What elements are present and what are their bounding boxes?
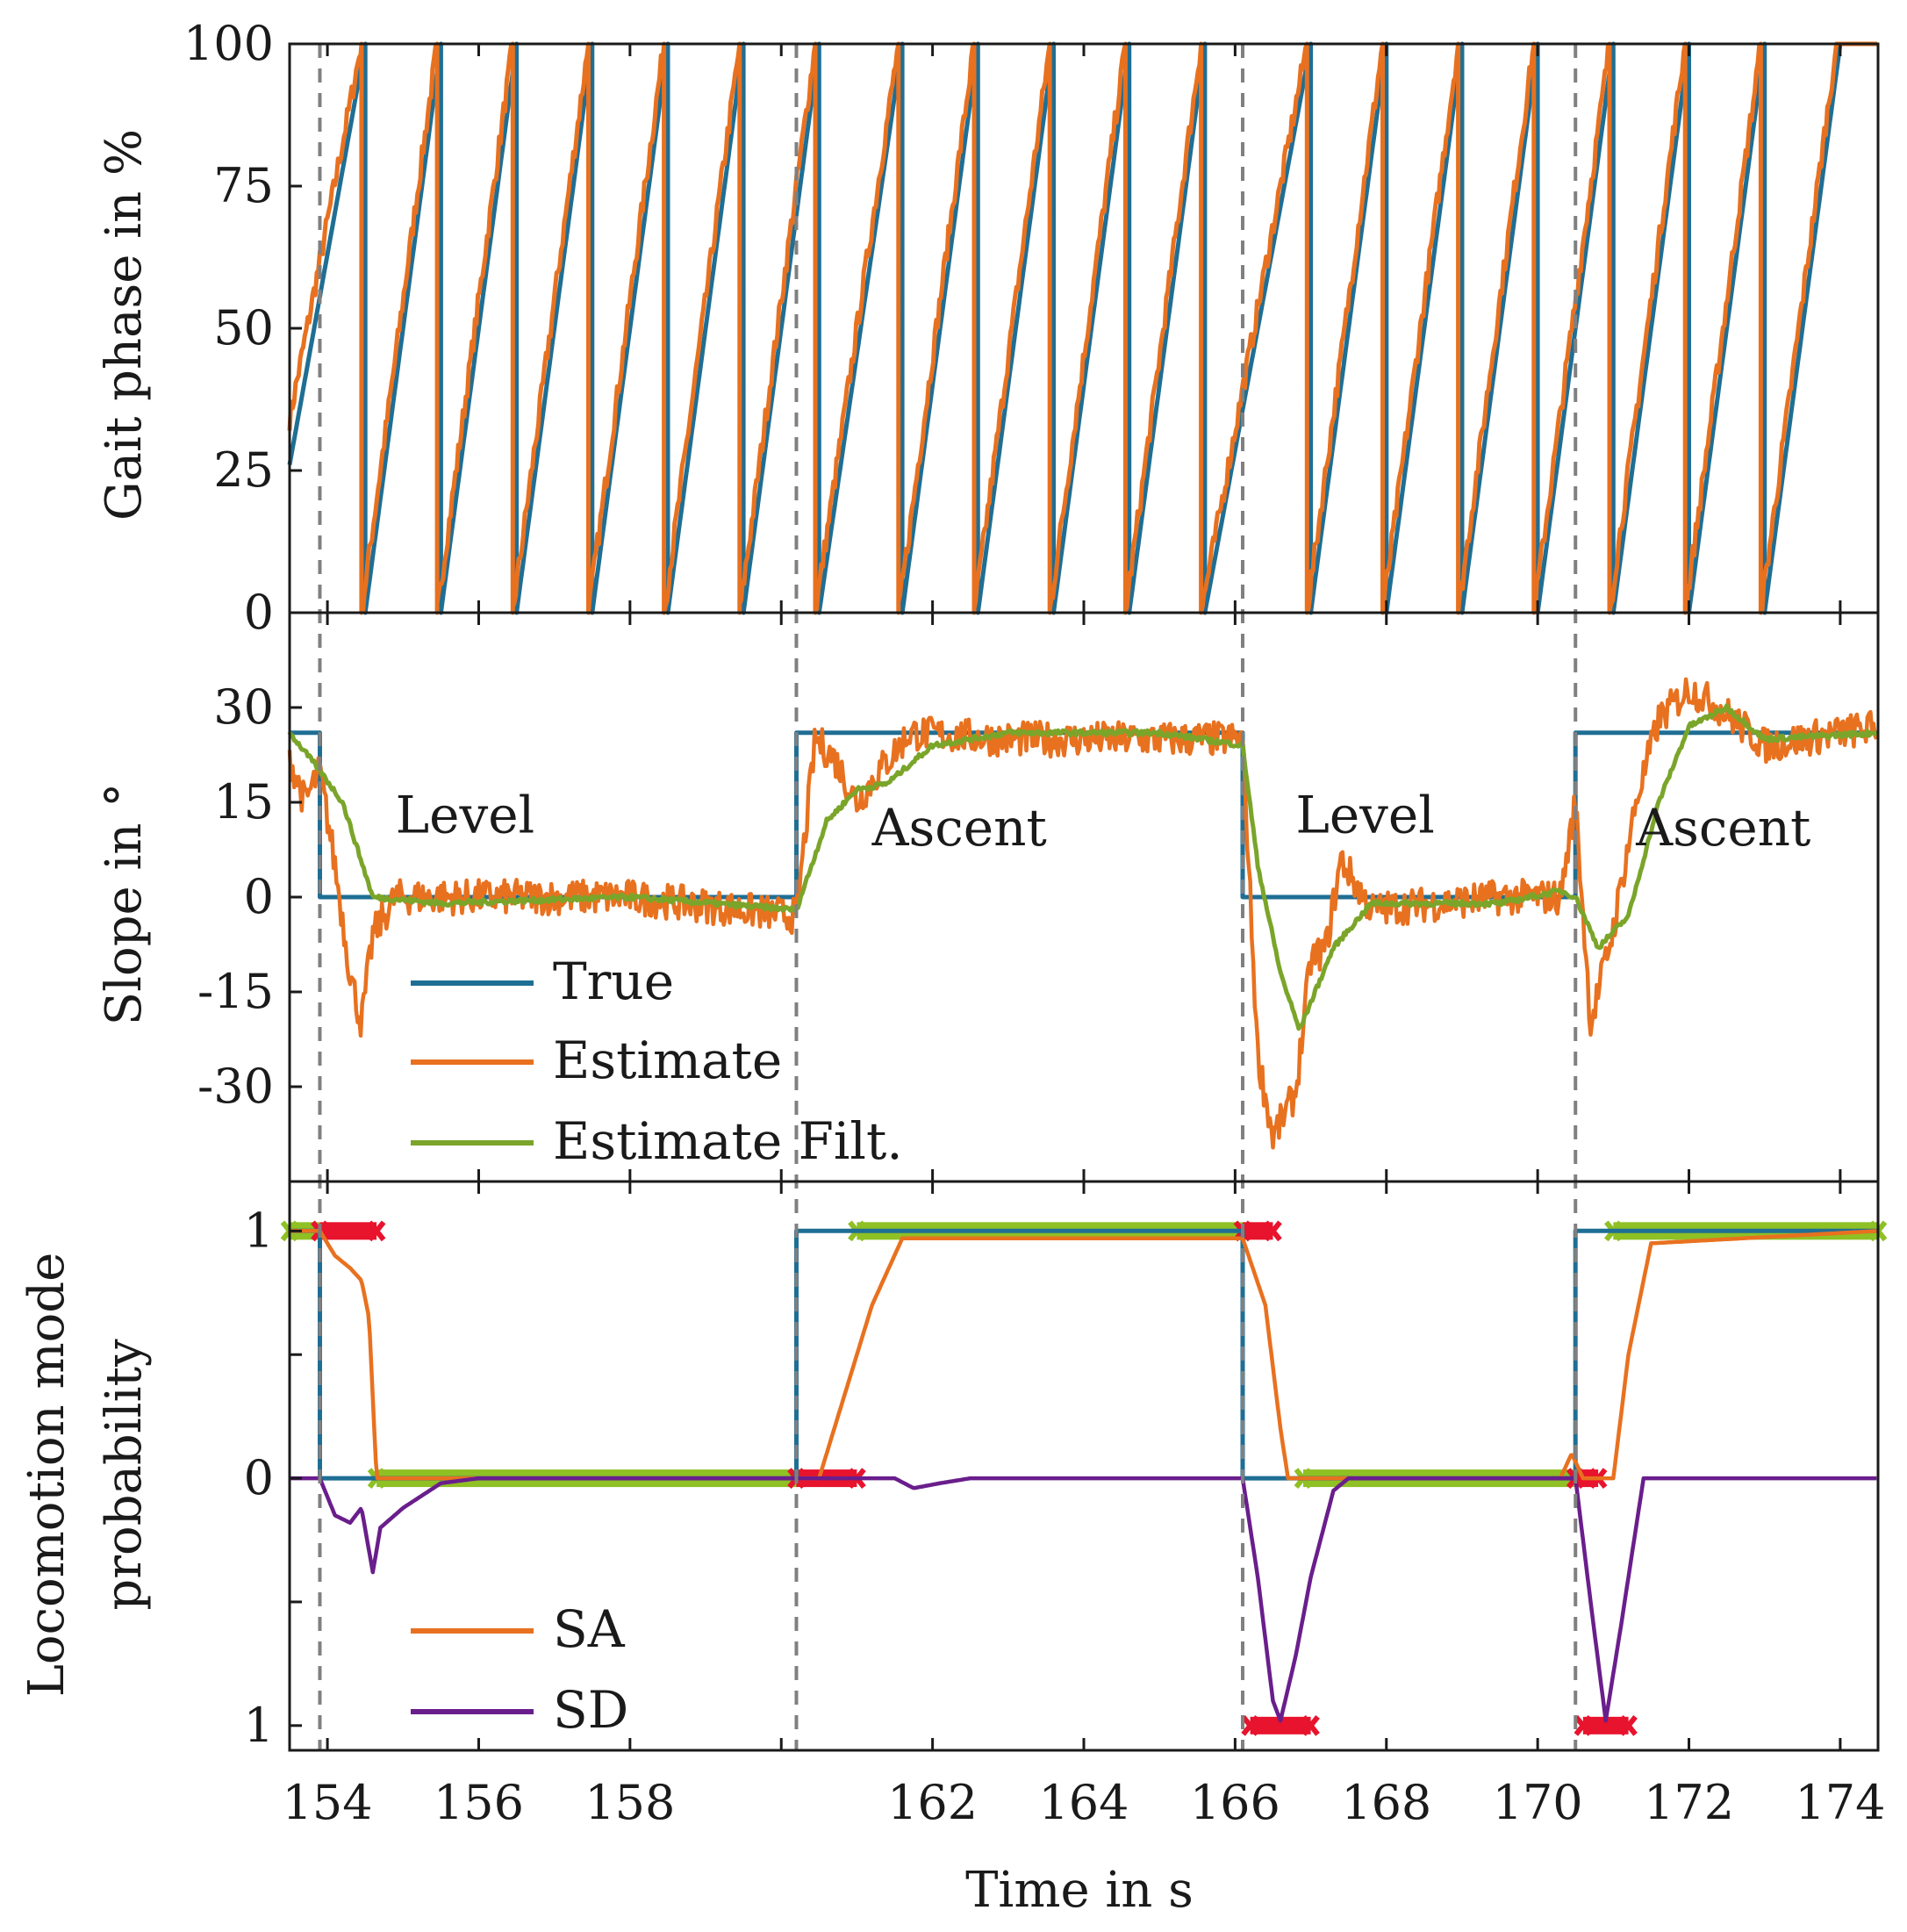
- legend-label-sa: SA: [553, 1599, 626, 1659]
- legend-label-estimate: Estimate: [553, 1031, 782, 1090]
- gait-ylabel: Gait phase in %: [96, 129, 153, 521]
- mode-legend: SA SD: [411, 1599, 628, 1740]
- xtick-label-10: 174: [1795, 1775, 1885, 1830]
- mode-sd-line: [289, 1476, 1877, 1723]
- mode-ylabel-line2: probability: [96, 1339, 153, 1611]
- decision-bar-end-cross-9: [1619, 1714, 1638, 1736]
- x-axis-label: Time in s: [965, 1862, 1194, 1919]
- legend-label-sd: SD: [553, 1680, 628, 1740]
- mode-ylabel-line1: Locomotion mode: [18, 1253, 75, 1698]
- mode-ytick-label-2: 1: [244, 1698, 274, 1753]
- decision-bar-1: [319, 1222, 377, 1240]
- xtick-label-2: 158: [584, 1775, 675, 1830]
- decision-bar-end-cross-5: [1264, 1220, 1282, 1242]
- mode-ytick-label-1: 0: [244, 1450, 274, 1505]
- slope-annotation-ascent-1: Ascent: [871, 798, 1047, 858]
- slope-legend: True Estimate Estimate Filt.: [411, 952, 903, 1171]
- mode-probability-panel: [280, 1220, 1888, 1736]
- decision-bar-5: [1243, 1222, 1273, 1240]
- slope-panel: [287, 677, 1879, 1150]
- decision-bar-9: [1582, 1716, 1629, 1734]
- xtick-label-1: 156: [434, 1775, 524, 1830]
- slope-ytick-label-2: 0: [244, 869, 274, 924]
- mode-true-line: [290, 1228, 1878, 1481]
- xtick-label-5: 164: [1038, 1775, 1129, 1830]
- legend-label-estimate-filt: Estimate Filt.: [553, 1111, 903, 1171]
- legend-label-true: True: [553, 952, 674, 1011]
- slope-estimate-filt-line: [287, 703, 1879, 1031]
- decision-bar-start-cross-9: [1574, 1714, 1593, 1736]
- gait-ytick-label-0: 0: [244, 585, 274, 640]
- xtick-label-4: 162: [887, 1775, 978, 1830]
- mode-sa-line: [289, 1229, 1877, 1481]
- xtick-label-7: 168: [1341, 1775, 1431, 1830]
- gait-ytick-label-4: 100: [183, 16, 274, 71]
- gait-ytick-label-2: 50: [213, 300, 274, 356]
- xtick-label-0: 154: [283, 1775, 373, 1830]
- slope-ytick-label-1: 15: [213, 774, 274, 830]
- gait-estimate-line: [287, 41, 1878, 615]
- decision-bar-end-cross-6: [1301, 1714, 1320, 1736]
- slope-annotation-level-1: Level: [396, 785, 534, 844]
- mode-frame: [288, 1180, 1880, 1752]
- slope-ytick-label-0: 30: [213, 679, 274, 735]
- slope-ytick-label-3: -15: [197, 964, 274, 1019]
- slope-annotation-ascent-2: Ascent: [1635, 798, 1810, 858]
- mode-ytick-label-0: 1: [244, 1203, 274, 1258]
- gait-true-line: [287, 41, 1878, 615]
- x-axis: 154 156 158 162 164 166 168 170 172 174: [283, 44, 1885, 1830]
- slope-estimate-line: [287, 677, 1879, 1150]
- xtick-label-6: 166: [1190, 1775, 1280, 1830]
- xtick-label-8: 170: [1493, 1775, 1583, 1830]
- decision-bar-start-cross-6: [1241, 1714, 1259, 1736]
- decision-bar-end-cross-1: [367, 1220, 386, 1242]
- slope-ytick-label-4: -30: [197, 1059, 274, 1114]
- gait-phase-panel: [287, 41, 1878, 615]
- slope-ylabel: Slope in °: [96, 783, 153, 1026]
- gait-ytick-label-3: 75: [213, 158, 274, 213]
- decision-bar-6: [1250, 1716, 1311, 1734]
- xtick-label-9: 172: [1644, 1775, 1734, 1830]
- slope-annotation-level-2: Level: [1295, 785, 1434, 844]
- gait-ytick-label-1: 25: [213, 442, 274, 498]
